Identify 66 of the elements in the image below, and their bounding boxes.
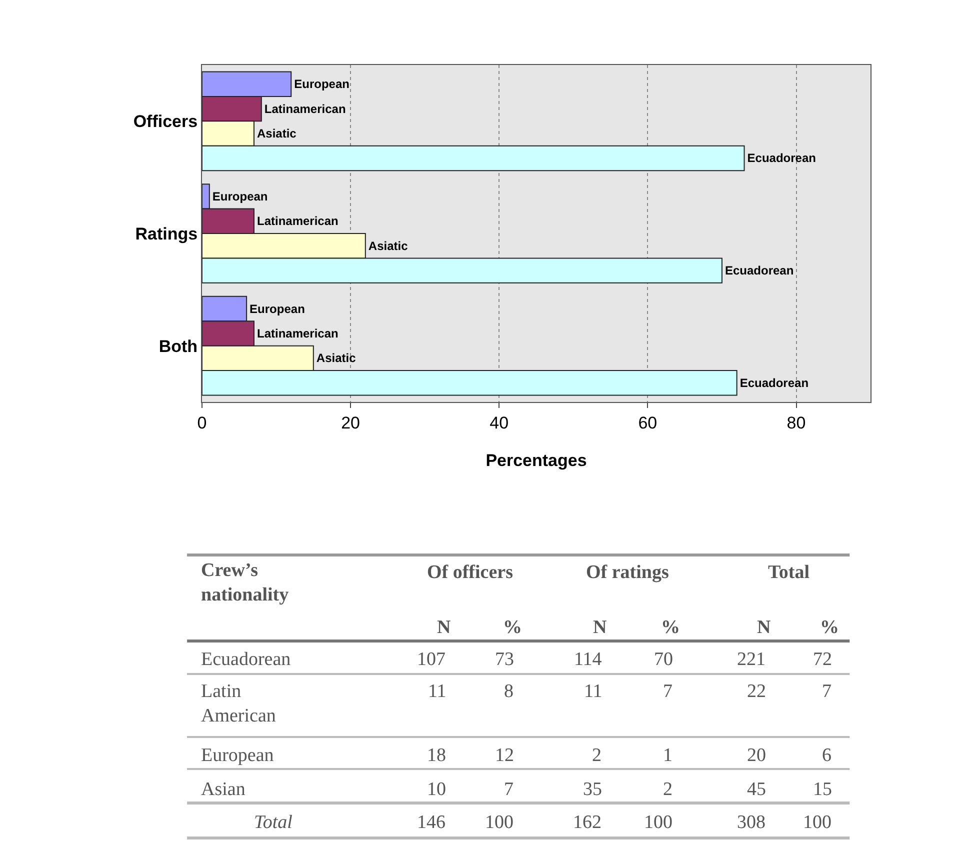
text: Ecuadorean [740,376,809,390]
data-label: 100 [485,812,514,833]
data-label: 7 [822,681,832,702]
text: % [661,617,680,638]
category-label: Latin American [201,681,276,727]
text: Latinamerican [256,326,338,340]
text: Of ratings [586,562,669,583]
text: N [593,617,607,638]
data-label: 107 [417,649,446,670]
x-tick-label: 20 [341,413,360,432]
data-label: 162 [573,812,602,833]
series-label: Asiatic [256,126,297,141]
series-label: Ecuadorean [747,151,816,166]
category-label: Total [254,812,292,833]
text: Asiatic [368,238,408,253]
data-label: 12 [495,745,514,766]
data-label: 7 [663,681,672,702]
y-tick-label: Both [158,336,198,356]
text: European [250,302,305,316]
data-label: 146 [417,812,446,833]
data-label: 22 [747,681,766,702]
text: Asiatic [316,351,356,366]
category-label: Ecuadorean [201,649,292,670]
data-label: 6 [822,745,832,766]
data-label: 72 [813,649,832,670]
x-tick-label: 0 [197,413,207,432]
text: Latinamerican [256,214,338,228]
y-tick-label: Ratings [135,224,198,244]
series-label: Latinamerican [264,102,346,116]
y-tick-label: Officers [133,112,198,132]
x-tick-label: 40 [490,413,509,432]
x-axis-title: Percentages [486,450,587,470]
x-tick-label: 60 [638,413,658,432]
data-label: 100 [644,812,672,833]
text: Total [768,562,810,583]
data-label: 11 [584,681,602,702]
category-label: European [201,745,274,766]
data-label: 100 [803,812,832,833]
data-label: 73 [495,649,514,670]
data-label: 114 [574,649,602,670]
text: N [757,617,771,638]
x-tick-label: 80 [786,413,806,432]
data-label: 10 [427,779,446,800]
data-label: 45 [747,779,766,800]
series-label: European [294,77,350,92]
text: N [437,617,451,638]
text: Crew’s nationality [201,560,290,606]
text: Of officers [427,562,513,583]
data-label: 15 [813,779,832,800]
data-label: 1 [663,745,672,766]
text: Ecuadorean [724,264,794,278]
data-label: 2 [592,745,602,766]
text: % [820,617,839,638]
text: % [503,617,522,638]
text: European [212,189,268,204]
data-label: 20 [747,745,766,766]
data-label: 221 [737,649,766,670]
data-label: 8 [504,681,514,702]
data-label: 7 [504,779,514,800]
data-label: 70 [654,649,673,670]
category-label: Asian [201,779,246,800]
data-label: 35 [583,779,602,800]
data-label: 11 [428,681,446,702]
data-label: 2 [663,779,672,800]
data-label: 18 [427,745,446,766]
data-label: 308 [737,812,766,833]
